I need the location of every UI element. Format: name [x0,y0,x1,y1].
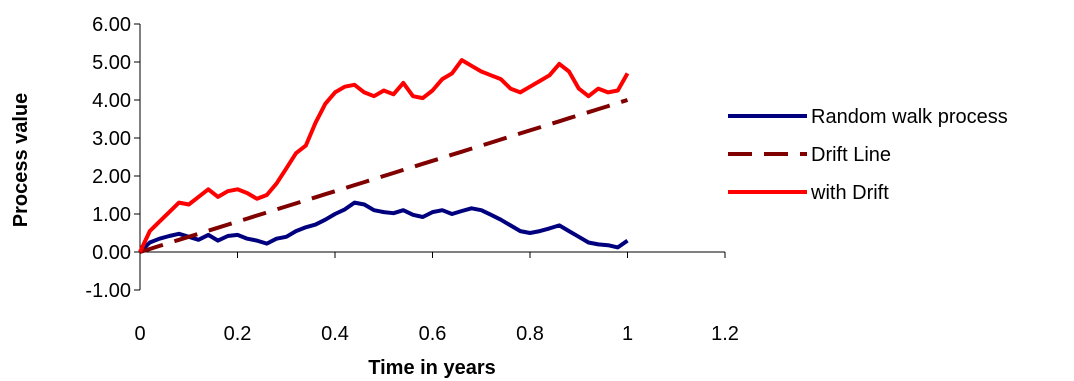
legend-label: with Drift [810,182,889,204]
y-tick-label: 4.00 [92,90,131,112]
series-lines [138,58,630,254]
legend-label: Drift Line [811,144,891,166]
x-tick-label: 0 [134,323,145,345]
y-axis-title: Process value [10,93,32,228]
y-tick-marks: 6.00 5.00 4.00 3.00 2.00 1.00 0.00 -1.00 [85,14,140,302]
y-tick-label: 3.00 [92,128,131,150]
x-tick-label: 0.8 [516,323,544,345]
y-tick-label: -1.00 [85,280,131,302]
series-line-random-walk-process [138,200,629,254]
y-tick-label: 0.00 [92,242,131,264]
series-line-drift-line [139,98,629,254]
x-tick-label: 0.6 [419,323,447,345]
y-tick-label: 5.00 [92,52,131,74]
x-tick-label: 0.2 [224,323,252,345]
y-tick-label: 1.00 [92,204,131,226]
legend: Random walk process Drift Line with Drift [728,106,1008,204]
x-tick-marks: 0 0.2 0.4 0.6 0.8 1 1.2 [134,252,739,345]
axes [139,24,725,290]
x-tick-label: 0.4 [321,323,349,345]
y-tick-label: 2.00 [92,166,131,188]
x-tick-label: 1 [622,323,633,345]
legend-label: Random walk process [811,106,1008,128]
x-axis-title: Time in years [368,357,495,379]
x-tick-label: 1.2 [711,323,739,345]
y-tick-label: 6.00 [92,14,131,36]
series-line-with-drift [138,58,630,253]
